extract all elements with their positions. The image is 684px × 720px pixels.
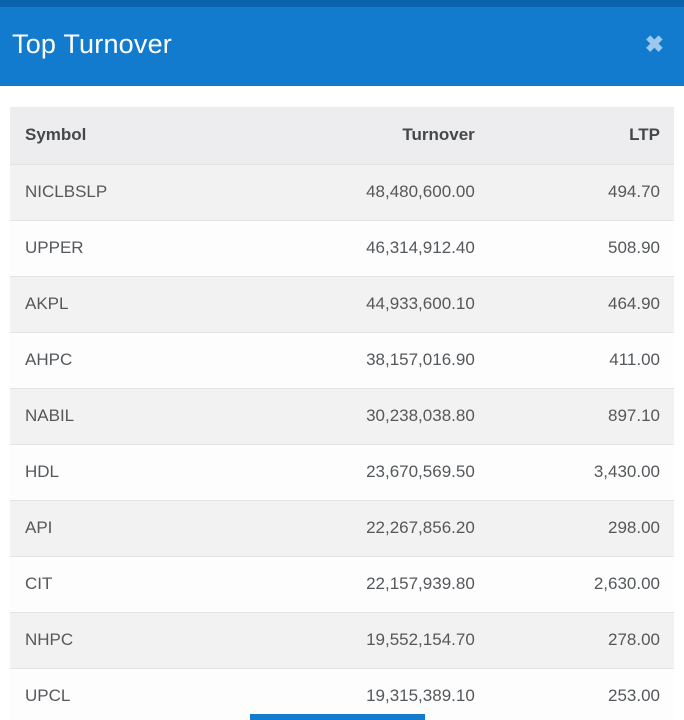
ltp-cell: 464.90 xyxy=(474,275,674,332)
ltp-cell: 494.70 xyxy=(474,163,674,220)
ltp-cell: 278.00 xyxy=(474,611,674,668)
symbol-cell: AHPC xyxy=(10,331,210,388)
table-row[interactable]: CIT 22,157,939.80 2,630.00 xyxy=(10,555,674,612)
modal-header: Top Turnover ✖ xyxy=(0,0,684,86)
symbol-cell: CIT xyxy=(10,555,210,612)
turnover-cell: 48,480,600.00 xyxy=(209,163,475,220)
turnover-cell: 19,552,154.70 xyxy=(209,611,475,668)
column-header-ltp: LTP xyxy=(474,107,674,164)
ltp-cell: 411.00 xyxy=(474,331,674,388)
close-icon[interactable]: ✖ xyxy=(641,29,668,60)
symbol-cell: HDL xyxy=(10,443,210,500)
ltp-cell: 897.10 xyxy=(474,387,674,444)
symbol-cell: NABIL xyxy=(10,387,210,444)
turnover-cell: 23,670,569.50 xyxy=(209,443,475,500)
table-row[interactable]: API 22,267,856.20 298.00 xyxy=(10,499,674,556)
turnover-cell: 30,238,038.80 xyxy=(209,387,475,444)
background-element-strip xyxy=(250,714,425,720)
column-header-turnover: Turnover xyxy=(209,107,475,164)
symbol-cell: UPCL xyxy=(10,667,210,720)
symbol-cell: AKPL xyxy=(10,275,210,332)
symbol-cell: UPPER xyxy=(10,219,210,276)
turnover-cell: 19,315,389.10 xyxy=(209,667,475,720)
table-header-row: Symbol Turnover LTP xyxy=(10,107,674,164)
symbol-cell: NHPC xyxy=(10,611,210,668)
column-header-symbol: Symbol xyxy=(10,107,210,164)
table-row[interactable]: AHPC 38,157,016.90 411.00 xyxy=(10,331,674,388)
table-row[interactable]: NHPC 19,552,154.70 278.00 xyxy=(10,611,674,668)
table-row[interactable]: UPCL 19,315,389.10 253.00 xyxy=(10,667,674,720)
turnover-cell: 22,157,939.80 xyxy=(209,555,475,612)
table-row[interactable]: AKPL 44,933,600.10 464.90 xyxy=(10,275,674,332)
ltp-cell: 508.90 xyxy=(474,219,674,276)
table-row[interactable]: NABIL 30,238,038.80 897.10 xyxy=(10,387,674,444)
table-row[interactable]: NICLBSLP 48,480,600.00 494.70 xyxy=(10,163,674,220)
turnover-table: Symbol Turnover LTP NICLBSLP 48,480,600.… xyxy=(10,107,674,720)
turnover-table-body: NICLBSLP 48,480,600.00 494.70 UPPER 46,3… xyxy=(10,163,674,720)
ltp-cell: 3,430.00 xyxy=(474,443,674,500)
table-row[interactable]: UPPER 46,314,912.40 508.90 xyxy=(10,219,674,276)
turnover-cell: 22,267,856.20 xyxy=(209,499,475,556)
table-row[interactable]: HDL 23,670,569.50 3,430.00 xyxy=(10,443,674,500)
turnover-cell: 38,157,016.90 xyxy=(209,331,475,388)
ltp-cell: 298.00 xyxy=(474,499,674,556)
symbol-cell: API xyxy=(10,499,210,556)
turnover-cell: 44,933,600.10 xyxy=(209,275,475,332)
ltp-cell: 2,630.00 xyxy=(474,555,674,612)
ltp-cell: 253.00 xyxy=(474,667,674,720)
page-title: Top Turnover xyxy=(12,29,172,59)
turnover-cell: 46,314,912.40 xyxy=(209,219,475,276)
symbol-cell: NICLBSLP xyxy=(10,163,210,220)
